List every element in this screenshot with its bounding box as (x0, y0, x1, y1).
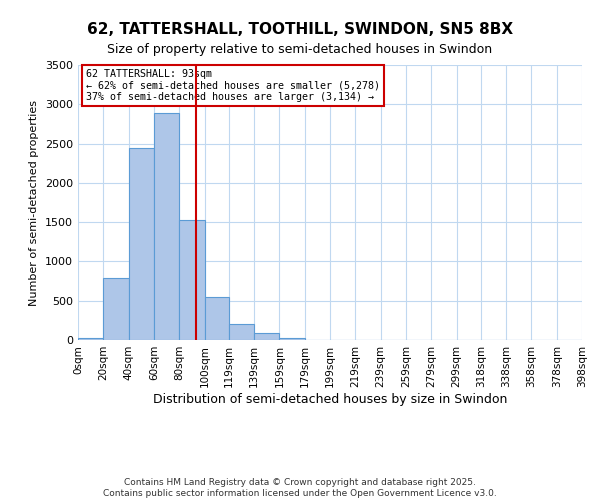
Bar (78, 338, 103, 340)
Bar (205, 297, 229, 340)
Bar (179, 220, 205, 340)
Text: 62, TATTERSHALL, TOOTHILL, SWINDON, SN5 8BX: 62, TATTERSHALL, TOOTHILL, SWINDON, SN5 … (87, 22, 513, 38)
Bar (280, 338, 305, 340)
Text: 62 TATTERSHALL: 93sqm
← 62% of semi-detached houses are smaller (5,278)
37% of s: 62 TATTERSHALL: 93sqm ← 62% of semi-deta… (86, 69, 380, 102)
Bar (229, 324, 254, 340)
X-axis label: Distribution of semi-detached houses by size in Swindon: Distribution of semi-detached houses by … (153, 392, 507, 406)
Y-axis label: Number of semi-detached properties: Number of semi-detached properties (29, 100, 40, 306)
Bar (254, 333, 280, 340)
Text: Contains HM Land Registry data © Crown copyright and database right 2025.
Contai: Contains HM Land Registry data © Crown c… (103, 478, 497, 498)
Bar (128, 148, 154, 340)
Text: Size of property relative to semi-detached houses in Swindon: Size of property relative to semi-detach… (107, 42, 493, 56)
Bar (103, 278, 128, 340)
Bar (154, 113, 179, 340)
